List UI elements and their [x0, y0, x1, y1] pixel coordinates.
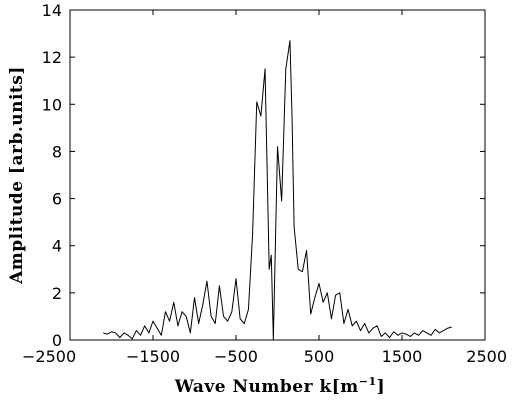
y-tick-label: 12 — [42, 48, 62, 67]
y-tick-label: 2 — [52, 284, 62, 303]
y-tick-label: 14 — [42, 1, 62, 20]
x-tick-label: −500 — [214, 347, 258, 366]
x-tick-label: −2500 — [22, 347, 76, 366]
y-axis: 0 2 4 6 8 10 12 14 — [42, 1, 485, 350]
x-axis-label-superscript: −1 — [359, 375, 377, 388]
y-tick-label: 10 — [42, 95, 62, 114]
y-tick-label: 0 — [52, 331, 62, 350]
x-tick-label: 2500 — [466, 347, 507, 366]
x-axis-label: Wave Number k[m−1] — [174, 375, 385, 397]
x-tick-label: −1500 — [126, 347, 180, 366]
plot-frame — [69, 9, 486, 341]
y-tick-label: 8 — [52, 142, 62, 161]
x-tick-label: 1500 — [382, 347, 423, 366]
y-tick-label: 4 — [52, 237, 62, 256]
y-axis-label: Amplitude [arb.units] — [7, 66, 27, 285]
x-tick-label: 500 — [304, 347, 335, 366]
series-line — [103, 40, 452, 341]
y-tick-label: 6 — [52, 190, 62, 209]
x-axis: −2500 −1500 −500 500 1500 2500 — [22, 10, 507, 366]
